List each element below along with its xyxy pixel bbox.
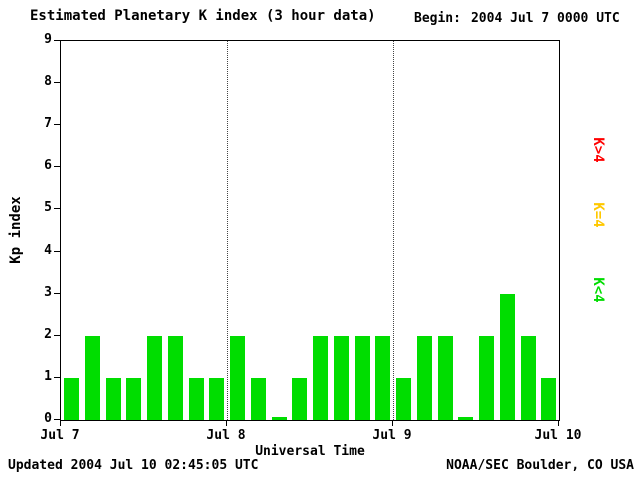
x-axis-title: Universal Time [255,444,365,459]
x-tick-label: Jul 7 [40,428,80,443]
kp-bar [354,335,370,420]
y-tick-mark [54,419,60,420]
begin-timestamp: Begin: 2004 Jul 7 0000 UTC [414,11,620,26]
y-tick-label: 9 [44,32,52,47]
y-tick-label: 0 [44,411,52,426]
kp-bar [375,335,391,420]
begin-value: 2004 Jul 7 0000 UTC [470,11,620,26]
legend-item-k-gt-4: K>4 [590,137,606,163]
source-attribution: NOAA/SEC Boulder, CO USA [446,458,634,473]
legend-item-k-lt-4: K<4 [590,277,606,303]
x-tick-label: Jul 10 [534,428,582,443]
kp-bar [416,335,432,420]
y-tick-label: 8 [44,74,52,90]
y-tick-mark [54,376,60,378]
kp-bar [396,377,411,420]
kp-bar [271,417,287,420]
kp-bar [167,335,183,420]
y-tick-label: 1 [44,368,52,384]
kp-bar [541,377,557,420]
kp-bar [188,377,204,420]
updated-timestamp: Updated 2004 Jul 10 02:45:05 UTC [8,458,259,473]
y-tick-label: 2 [44,326,52,342]
kp-bar [520,335,536,420]
kp-bar [209,377,225,420]
kp-bar [333,335,349,420]
y-tick-label: 6 [44,158,52,174]
plot-area [60,40,560,421]
y-tick-label: 5 [44,200,52,216]
kp-bar [499,293,515,420]
y-tick-mark [54,82,60,84]
x-tick-mark [60,421,61,426]
kp-bar [437,335,453,420]
x-tick-label: Jul 8 [206,428,246,443]
day-separator-line [393,41,394,420]
legend-item-k-eq-4: K=4 [590,202,606,228]
kp-bar [147,335,162,420]
day-separator-line [227,41,228,420]
y-tick-mark [54,166,60,168]
y-tick-label: 7 [44,116,52,132]
y-tick-mark [54,292,60,294]
kp-bar [64,377,79,420]
y-tick-label: 4 [44,242,52,258]
y-tick-mark [54,208,60,210]
x-tick-mark [392,421,393,426]
kp-bar [292,377,308,420]
y-tick-mark [54,124,60,126]
kp-bar [105,377,121,420]
kp-bar [313,335,328,420]
begin-label: Begin: [414,11,461,26]
x-tick-label: Jul 9 [372,428,412,443]
kp-bar [230,335,245,420]
kp-bar [250,377,266,420]
kp-bar [126,377,142,420]
x-tick-mark [558,421,559,426]
y-tick-mark [54,40,60,41]
kp-bar [458,417,474,420]
y-tick-label: 3 [44,284,52,300]
y-tick-mark [54,334,60,336]
y-tick-mark [54,250,60,252]
x-tick-mark [226,421,227,426]
y-axis-title: Kp index [8,196,24,264]
kp-bar [479,335,494,420]
chart-title: Estimated Planetary K index (3 hour data… [30,8,376,24]
kp-bar [84,335,100,420]
